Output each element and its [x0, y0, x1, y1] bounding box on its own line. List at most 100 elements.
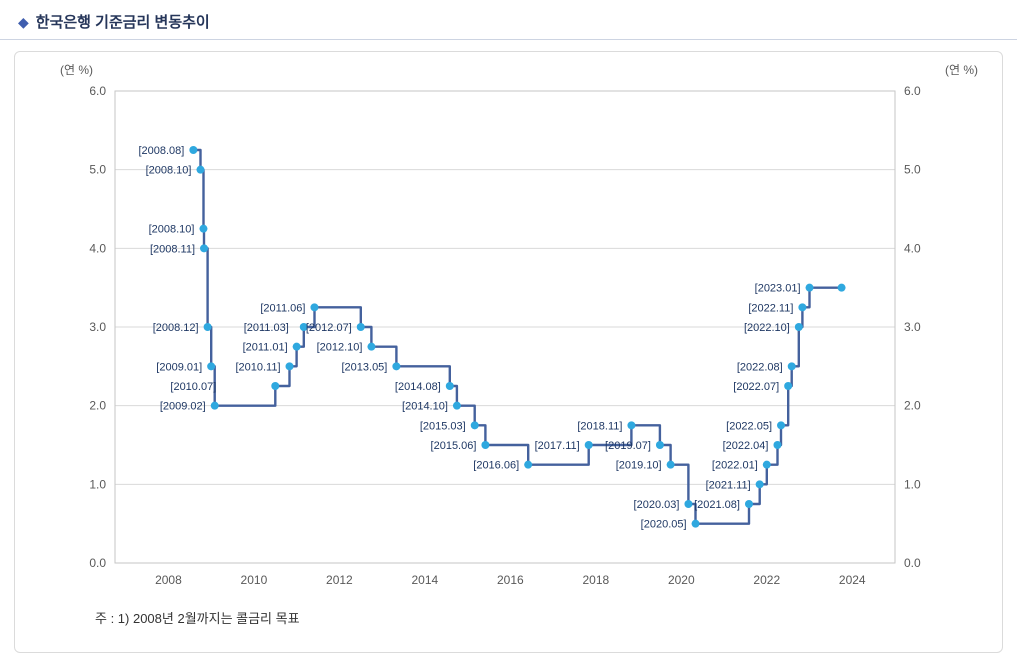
y-axis-tick-right: 6.0 [904, 84, 921, 98]
data-point-marker [470, 421, 479, 430]
page-header: ◆ 한국은행 기준금리 변동추이 [0, 0, 1017, 40]
point-label: [2022.04] [723, 440, 769, 452]
y-axis-tick-left: 5.0 [89, 163, 106, 177]
data-point-marker [744, 500, 753, 508]
data-point-marker [367, 342, 376, 351]
point-label: [2011.06] [260, 302, 305, 314]
data-point-marker [762, 460, 771, 469]
data-point-marker [196, 165, 205, 174]
point-label: [2009.01] [156, 361, 202, 373]
data-point-marker [584, 441, 593, 449]
y-axis-tick-left: 2.0 [89, 399, 106, 413]
data-point-marker [787, 362, 796, 371]
line-end-marker [837, 283, 846, 292]
point-label: [2017.11] [535, 440, 580, 452]
rate-step-line [193, 148, 842, 525]
data-point-marker [798, 303, 807, 312]
x-axis-tick: 2014 [412, 573, 439, 587]
y-axis-tick-left: 3.0 [89, 320, 106, 334]
data-point-marker [666, 460, 675, 469]
y-axis-tick-right: 2.0 [904, 399, 921, 413]
point-label: [2012.07] [306, 322, 352, 334]
data-point-marker [271, 382, 280, 390]
y-axis-tick-right: 5.0 [904, 163, 921, 177]
point-label: [2013.05] [341, 361, 387, 373]
point-label: [2008.10] [146, 165, 192, 177]
point-label: [2008.11] [150, 243, 195, 255]
point-label: [2008.12] [153, 322, 199, 334]
y-axis-tick-right: 3.0 [904, 320, 921, 334]
point-label: [2016.06] [473, 460, 519, 472]
data-point-marker [445, 382, 454, 390]
point-label: [2022.11] [748, 302, 793, 314]
x-axis-tick: 2022 [753, 573, 780, 587]
point-label: [2018.11] [577, 420, 622, 432]
point-label: [2022.10] [744, 322, 790, 334]
data-point-marker [794, 323, 803, 331]
data-point-marker [691, 519, 700, 528]
plot-border [114, 90, 896, 564]
data-point-marker [292, 342, 301, 351]
x-axis-tick: 2018 [582, 573, 609, 587]
data-point-marker [655, 441, 664, 449]
data-point-marker [627, 421, 636, 430]
data-point-marker [777, 421, 786, 430]
y-axis-tick-left: 1.0 [89, 477, 106, 491]
point-label: [2022.07] [733, 381, 779, 393]
data-point-marker [299, 323, 308, 331]
data-point-marker [203, 323, 212, 331]
data-point-marker [310, 303, 319, 312]
point-label: [2022.01] [712, 460, 758, 472]
y-axis-tick-left: 0.0 [89, 556, 106, 570]
point-label: [2012.10] [317, 342, 363, 354]
y-axis-unit-left: (연 %) [60, 63, 93, 77]
point-label: [2009.02] [160, 401, 206, 413]
data-point-marker [189, 146, 198, 154]
y-axis-tick-right: 4.0 [904, 241, 921, 255]
data-point-marker [524, 460, 533, 469]
chart-note: 주 : 1) 2008년 2월까지는 콜금리 목표 [95, 611, 300, 626]
data-point-marker [207, 362, 216, 371]
point-label: [2011.03] [244, 322, 289, 334]
y-axis-unit-right: (연 %) [945, 63, 978, 77]
point-label: [2010.11] [235, 361, 280, 373]
point-label: [2023.01] [755, 283, 801, 295]
data-point-marker [805, 283, 814, 292]
point-label: [2011.01] [243, 342, 288, 354]
y-axis-tick-right: 1.0 [904, 477, 921, 491]
point-label: [2022.08] [737, 361, 783, 373]
point-label: [2021.08] [694, 499, 740, 511]
point-label: [2014.08] [395, 381, 441, 393]
x-axis-tick: 2010 [241, 573, 268, 587]
x-axis-tick: 2024 [839, 573, 866, 587]
y-axis-tick-left: 6.0 [89, 84, 106, 98]
base-rate-step-chart: 6.0 6.0 5.0 5.0 4.0 4.0 3.0 3.0 2.0 2.0 1.0 1.0 0.0 0… [60, 63, 978, 587]
point-label: [2015.03] [420, 420, 466, 432]
point-label: [2014.10] [402, 401, 448, 413]
data-point-marker [684, 500, 693, 508]
data-point-marker [452, 401, 461, 410]
chart-card: 6.0 6.0 5.0 5.0 4.0 4.0 3.0 3.0 2.0 2.0 1.0 1.0 0.0 0… [14, 51, 1003, 653]
point-label: [2019.07] [605, 440, 651, 452]
point-label: [2008.10] [149, 224, 195, 236]
point-label: [2015.06] [431, 440, 477, 452]
data-point-marker [773, 441, 782, 449]
data-point-marker [200, 244, 209, 253]
x-axis-tick: 2016 [497, 573, 524, 587]
data-point-marker [755, 480, 764, 489]
data-point-marker [356, 323, 365, 331]
data-point-marker [481, 441, 490, 449]
x-axis-tick: 2020 [668, 573, 695, 587]
data-point-marker [199, 224, 208, 233]
x-axis-tick: 2012 [326, 573, 353, 587]
y-axis-tick-left: 4.0 [89, 241, 106, 255]
diamond-bullet-icon: ◆ [18, 13, 29, 30]
x-axis-tick: 2008 [155, 573, 182, 587]
point-label: [2022.05] [726, 420, 772, 432]
data-point-marker [784, 382, 793, 390]
point-label: [2019.10] [616, 460, 662, 472]
point-label: [2020.03] [634, 499, 680, 511]
point-label: [2020.05] [641, 519, 687, 531]
point-label: [2010.07] [170, 381, 216, 393]
data-point-marker [392, 362, 401, 371]
